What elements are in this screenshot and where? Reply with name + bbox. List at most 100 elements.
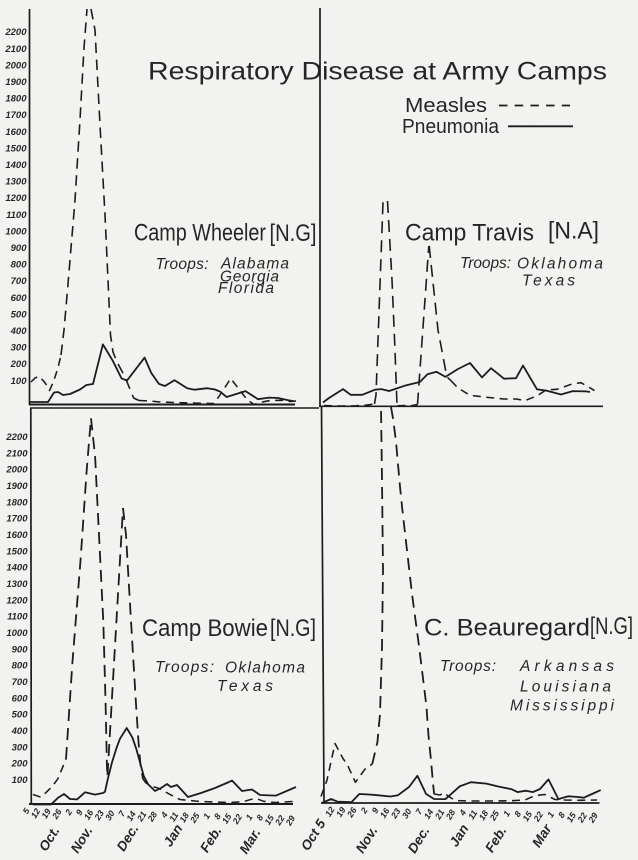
svg-text:1100: 1100	[6, 210, 27, 221]
svg-text:2: 2	[358, 806, 370, 816]
svg-text:18: 18	[477, 808, 491, 822]
svg-text:1800: 1800	[6, 497, 28, 508]
svg-text:Louisiana: Louisiana	[520, 679, 611, 696]
svg-text:14: 14	[422, 807, 436, 821]
svg-text:1100: 1100	[7, 612, 28, 623]
svg-text:1: 1	[244, 812, 255, 822]
svg-text:Troops:: Troops:	[155, 659, 214, 676]
svg-text:2100: 2100	[5, 448, 28, 459]
svg-text:1700: 1700	[5, 110, 27, 121]
svg-text:4: 4	[457, 808, 469, 818]
svg-text:2: 2	[63, 807, 75, 817]
svg-text:22: 22	[575, 811, 589, 825]
svg-text:7: 7	[116, 808, 128, 818]
svg-text:1300: 1300	[5, 177, 27, 188]
svg-text:25: 25	[487, 809, 501, 823]
svg-text:1600: 1600	[5, 127, 27, 138]
svg-text:[N.G]: [N.G]	[270, 615, 316, 642]
svg-text:100: 100	[12, 775, 29, 786]
svg-text:1900: 1900	[5, 77, 27, 88]
svg-text:19: 19	[334, 805, 348, 819]
svg-text:Camp Bowie: Camp Bowie	[142, 615, 268, 642]
svg-text:1700: 1700	[6, 514, 28, 525]
svg-text:5: 5	[21, 806, 32, 816]
svg-text:200: 200	[11, 759, 29, 770]
svg-text:9: 9	[74, 808, 85, 818]
svg-text:400: 400	[10, 326, 28, 337]
svg-text:Camp Wheeler: Camp Wheeler	[134, 220, 266, 247]
svg-text:28: 28	[443, 808, 457, 822]
svg-text:Texas: Texas	[217, 678, 273, 695]
svg-text:[N.G]: [N.G]	[590, 613, 633, 640]
svg-text:Camp Travis: Camp Travis	[405, 220, 534, 247]
svg-text:7: 7	[413, 806, 425, 816]
svg-text:1800: 1800	[5, 94, 27, 105]
svg-text:Mississippi: Mississippi	[510, 698, 615, 715]
svg-text:22: 22	[272, 813, 286, 827]
svg-text:800: 800	[12, 661, 29, 672]
svg-text:300: 300	[11, 343, 28, 354]
svg-text:8: 8	[254, 813, 265, 823]
svg-text:12: 12	[29, 806, 43, 820]
svg-text:2000: 2000	[5, 465, 28, 476]
svg-text:29: 29	[283, 814, 297, 828]
svg-text:Georgia: Georgia	[220, 269, 279, 286]
svg-text:[N.A]: [N.A]	[548, 218, 599, 245]
svg-text:2200: 2200	[5, 432, 28, 443]
svg-text:2000: 2000	[4, 60, 27, 71]
svg-text:700: 700	[12, 677, 29, 688]
svg-text:700: 700	[11, 276, 28, 287]
svg-text:12: 12	[323, 805, 337, 819]
svg-text:15: 15	[262, 813, 276, 827]
svg-text:21: 21	[432, 807, 446, 821]
svg-text:Florida: Florida	[218, 280, 274, 297]
svg-text:1300: 1300	[6, 579, 28, 590]
svg-text:16: 16	[82, 808, 96, 822]
svg-text:26: 26	[49, 807, 63, 821]
svg-text:8: 8	[556, 810, 567, 820]
svg-text:Alabama: Alabama	[220, 256, 289, 273]
svg-text:15: 15	[520, 809, 534, 823]
svg-text:26: 26	[344, 805, 358, 819]
svg-text:1: 1	[501, 809, 512, 819]
svg-text:600: 600	[11, 293, 28, 304]
svg-text:30: 30	[103, 809, 117, 823]
svg-text:4: 4	[158, 810, 170, 820]
svg-text:500: 500	[12, 710, 29, 721]
svg-text:800: 800	[11, 260, 28, 271]
svg-text:1200: 1200	[6, 595, 28, 606]
svg-text:Troops:: Troops:	[440, 658, 496, 675]
svg-text:21: 21	[134, 809, 148, 823]
svg-text:Oklahoma: Oklahoma	[517, 256, 603, 273]
svg-text:9: 9	[370, 806, 381, 816]
svg-text:1400: 1400	[6, 563, 28, 574]
svg-text:8: 8	[512, 809, 523, 819]
svg-text:Oklahoma: Oklahoma	[225, 660, 305, 677]
svg-text:900: 900	[12, 644, 29, 655]
svg-text:1500: 1500	[5, 143, 27, 154]
svg-text:1500: 1500	[6, 546, 28, 557]
svg-text:1: 1	[201, 811, 212, 821]
svg-text:23: 23	[388, 806, 402, 820]
svg-text:400: 400	[11, 726, 29, 737]
svg-text:Pneumonia: Pneumonia	[402, 115, 500, 138]
svg-text:16: 16	[378, 806, 392, 820]
svg-text:C. Beauregard: C. Beauregard	[424, 615, 590, 642]
svg-text:18: 18	[177, 811, 191, 825]
svg-text:300: 300	[12, 742, 29, 753]
svg-text:200: 200	[10, 359, 28, 370]
svg-text:8: 8	[212, 812, 223, 822]
svg-text:22: 22	[230, 812, 244, 826]
svg-text:28: 28	[145, 810, 159, 824]
svg-text:1600: 1600	[6, 530, 28, 541]
svg-text:Troops:: Troops:	[460, 255, 511, 272]
svg-text:Texas: Texas	[522, 273, 575, 290]
svg-text:500: 500	[11, 309, 28, 320]
svg-text:25: 25	[187, 811, 201, 825]
svg-text:1400: 1400	[5, 160, 27, 171]
svg-text:1: 1	[545, 810, 556, 820]
svg-text:15: 15	[564, 810, 578, 824]
svg-text:Troops:: Troops:	[156, 256, 209, 273]
svg-text:1000: 1000	[6, 628, 28, 639]
svg-text:600: 600	[12, 693, 29, 704]
